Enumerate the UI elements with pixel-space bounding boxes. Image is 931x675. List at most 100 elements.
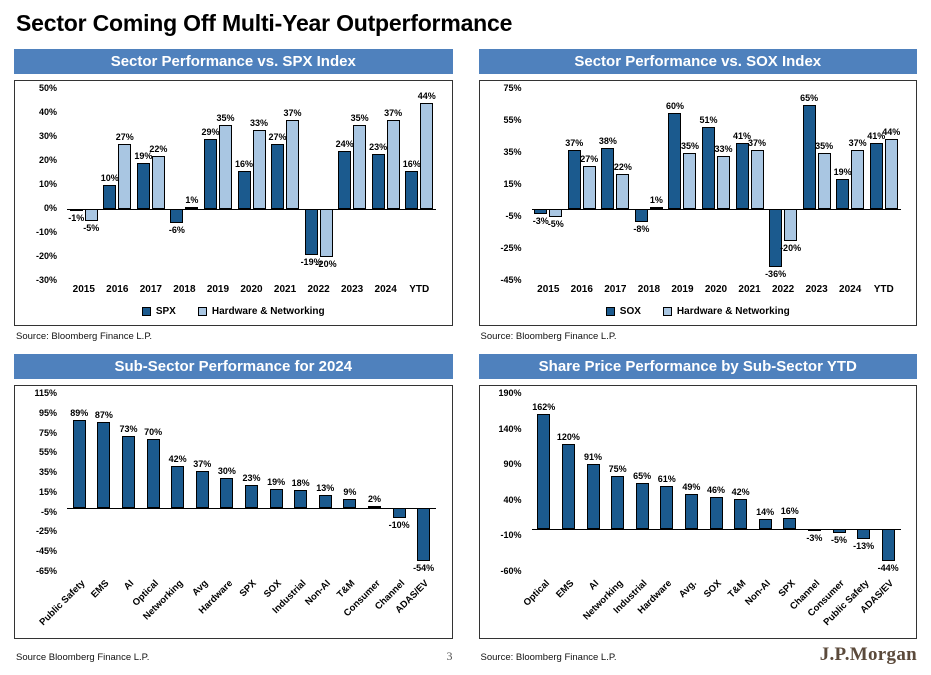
- legend-swatch: [662, 306, 672, 316]
- bar: [717, 156, 730, 209]
- panel-subsector-2024: Sub-Sector Performance for 2024 115% 95% 7…: [14, 354, 453, 639]
- bar: [567, 149, 581, 209]
- x-label: 2018: [637, 284, 661, 295]
- bar: [319, 209, 333, 257]
- x-label: 2023: [805, 284, 828, 295]
- bar-value-label: -20%: [315, 259, 337, 269]
- y-tick-label: -45%: [35, 546, 57, 557]
- bar-value-label: 42%: [731, 487, 750, 498]
- bar-value-label: 14%: [756, 507, 775, 518]
- bar: [611, 475, 625, 530]
- bar-value-label: 37%: [384, 108, 403, 119]
- source-note: Source: Bloomberg Finance L.P.: [480, 652, 617, 663]
- x-label: 2024: [839, 284, 862, 295]
- bar: [734, 499, 748, 530]
- y-tick-label: 40%: [38, 107, 57, 117]
- bar: [586, 464, 600, 530]
- bar: [286, 120, 300, 209]
- chart-spx-vs-sector: 50% 40% 30% 20% 10% 0% -10% -20% -30% -1% 10% 19% -6…: [14, 80, 453, 326]
- bar-value-label: 22%: [149, 144, 168, 155]
- bar: [561, 443, 575, 530]
- bar-value-label: 1%: [185, 194, 199, 205]
- zero-axis-line: [67, 209, 436, 210]
- bar: [245, 484, 258, 508]
- bar-value-label: -10%: [388, 519, 410, 530]
- bar: [851, 149, 865, 209]
- bar-value-label: 60%: [665, 101, 684, 111]
- bar-value-label: 19%: [134, 151, 153, 162]
- y-tick-label: 50%: [38, 83, 57, 93]
- bar-value-label: 91%: [583, 452, 602, 463]
- bar-value-label: -19%: [300, 256, 322, 267]
- x-label: 2019: [671, 284, 694, 295]
- bar: [392, 507, 406, 518]
- bar: [170, 209, 184, 224]
- bar-value-label: 22%: [613, 161, 632, 172]
- legend-swatch: [605, 306, 615, 316]
- y-tick-label: 75%: [503, 83, 522, 93]
- legend-swatch: [197, 306, 207, 316]
- x-label: 2019: [206, 284, 230, 295]
- x-label: 2015: [537, 284, 560, 295]
- bar: [269, 488, 283, 508]
- bar-value-label: -8%: [633, 223, 650, 234]
- x-label: 2016: [570, 284, 593, 295]
- bar: [735, 143, 749, 209]
- bar-value-label: 41%: [867, 131, 886, 142]
- bar-value-label: 51%: [699, 115, 718, 126]
- y-tick-label: 0%: [43, 203, 57, 213]
- plot-area: 115% 95% 75% 55% 35% 15% -5% -25% -45% -65% 89% 87%…: [21, 388, 446, 576]
- bar-value-label: 70%: [144, 426, 163, 437]
- zero-axis-line: [67, 507, 436, 509]
- zero-axis-line: [531, 529, 901, 531]
- x-label: 2016: [106, 284, 129, 295]
- chart-grid: Sector Performance vs. SPX Index 50% 40% 3…: [14, 49, 917, 639]
- bar: [417, 507, 431, 562]
- y-tick-label: -60%: [500, 566, 522, 576]
- legend-label: Hardware & Networking: [211, 305, 325, 317]
- panel-header-subsector-ytd: Share Price Performance by Sub-Sector YT…: [478, 354, 917, 379]
- bar: [684, 494, 698, 530]
- bar-value-label: -1%: [68, 213, 85, 224]
- bar: [338, 151, 352, 209]
- jpmorgan-logo: J.P.Morgan: [819, 644, 917, 665]
- bar-value-label: 16%: [234, 158, 253, 169]
- bar: [103, 185, 117, 209]
- bar: [146, 438, 160, 508]
- bar: [118, 144, 132, 209]
- bar-value-label: 9%: [343, 486, 357, 497]
- bar-value-label: 37%: [748, 137, 767, 148]
- y-tick-label: 55%: [503, 115, 522, 125]
- legend-item: Hardware & Networking: [197, 305, 325, 317]
- x-label: YTD: [873, 284, 894, 295]
- bar: [783, 517, 797, 530]
- panel-header-spx: Sector Performance vs. SPX Index: [14, 49, 453, 74]
- bar: [702, 127, 715, 209]
- bar-value-label: -5%: [547, 219, 564, 229]
- legend-item: Hardware & Networking: [662, 306, 790, 317]
- bar: [634, 209, 648, 222]
- bar: [582, 165, 596, 209]
- x-label: 2018: [173, 284, 196, 295]
- panel-spx-performance: Sector Performance vs. SPX Index 50% 40% 3…: [14, 49, 453, 344]
- bar-value-label: 65%: [633, 471, 652, 481]
- bar: [769, 209, 783, 267]
- bar: [252, 129, 266, 209]
- bar-value-label: 37%: [848, 137, 867, 148]
- bar: [601, 148, 615, 209]
- footer-left: Source Bloomberg Finance L.P. 3: [14, 647, 453, 665]
- legend-item: SPX: [141, 306, 176, 317]
- bar-value-label: 19%: [833, 166, 852, 177]
- page-number: 3: [446, 649, 453, 663]
- y-tick-label: -5%: [505, 211, 522, 221]
- bar: [668, 113, 682, 209]
- y-tick-label: 75%: [38, 427, 57, 438]
- bar-value-label: 13%: [316, 482, 335, 493]
- plot-area: 190% 140% 90% 40% -10% -60% 162% 120% 91% 75% 65% 6…: [486, 388, 911, 576]
- bar-value-label: 27%: [268, 132, 287, 143]
- y-tick-label: 10%: [38, 179, 57, 189]
- x-axis-labels: Optical EMS AI Networking Industrial Hardware…: [521, 578, 896, 628]
- y-tick-label: -65%: [35, 566, 57, 576]
- bar-value-label: -6%: [168, 225, 185, 236]
- bar-value-label: 41%: [733, 131, 752, 142]
